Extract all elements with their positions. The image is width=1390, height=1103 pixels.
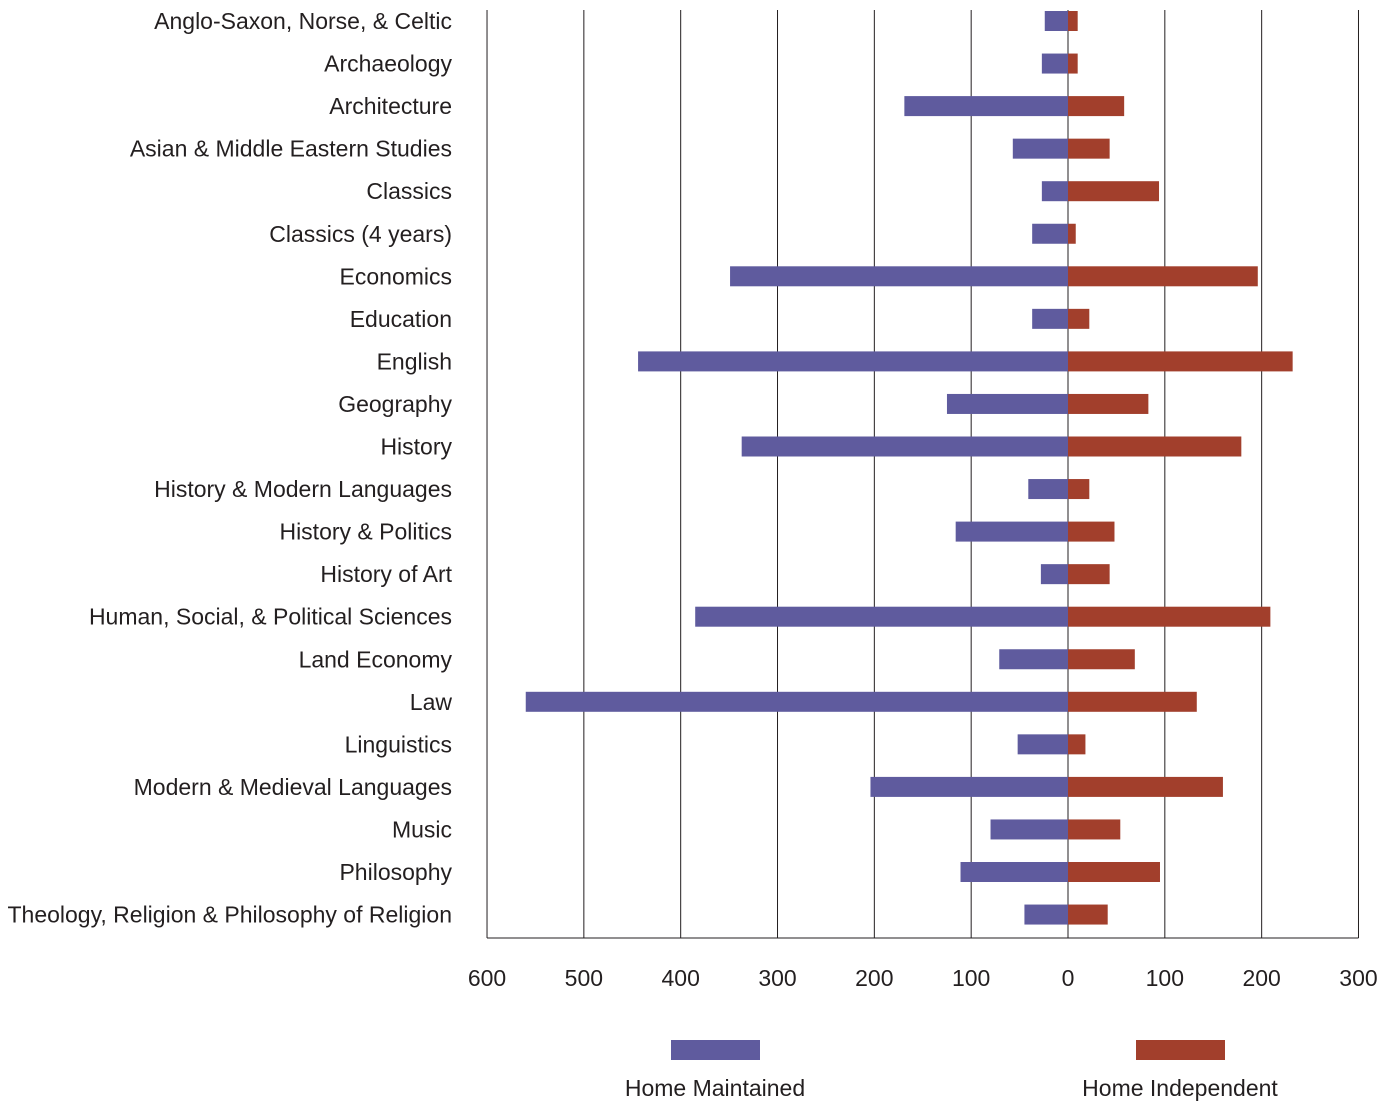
category-label-asian-middle-eastern-studies: Asian & Middle Eastern Studies [130,136,452,162]
bar-home-maintained-history [741,436,1068,457]
bar-home-maintained-classics [1041,181,1068,202]
category-label-english: English [377,348,452,374]
category-label-economics: Economics [340,263,452,289]
category-label-law: Law [410,689,453,715]
bar-home-maintained-history-politics [955,521,1068,542]
bar-home-independent-english [1068,351,1293,372]
bar-home-maintained-modern-medieval-languages [870,776,1068,797]
bar-home-maintained-anglo-saxon-norse-celtic [1044,11,1068,31]
category-label-human-social-political-sciences: Human, Social, & Political Sciences [89,604,452,630]
bar-home-maintained-economics [730,266,1068,287]
category-label-history-of-art: History of Art [320,561,452,587]
legend-swatch-home-independent [1136,1040,1225,1060]
category-label-theology-religion-philosophy-of-religion: Theology, Religion & Philosophy of Relig… [7,902,452,928]
bar-home-independent-classics-4-years [1068,223,1076,244]
bar-home-maintained-law [525,691,1068,712]
bar-home-independent-linguistics [1068,734,1086,755]
category-label-archaeology: Archaeology [324,51,452,77]
bar-home-independent-geography [1068,393,1149,414]
bar-home-independent-archaeology [1068,53,1078,74]
bar-home-independent-architecture [1068,96,1125,117]
x-tick-label: 600 [468,965,506,991]
bar-home-independent-history-modern-languages [1068,479,1090,500]
bar-home-maintained-architecture [904,96,1068,117]
x-axis: 600 500 400 300 200 100 0 100 200 300 [468,965,1378,991]
category-label-architecture: Architecture [329,93,452,119]
category-label-education: Education [350,306,452,332]
category-label-history: History [380,434,452,460]
bar-home-independent-modern-medieval-languages [1068,776,1223,797]
bar-home-independent-economics [1068,266,1258,287]
bar-home-maintained-land-economy [999,649,1068,670]
category-label-philosophy: Philosophy [339,859,452,885]
category-label-land-economy: Land Economy [299,646,453,672]
x-tick-label: 300 [1339,965,1377,991]
bar-home-independent-history-politics [1068,521,1115,542]
x-tick-label: 300 [758,965,796,991]
category-label-modern-medieval-languages: Modern & Medieval Languages [134,774,452,800]
bar-home-independent-law [1068,691,1197,712]
bar-home-maintained-english [638,351,1068,372]
x-tick-label: 200 [1242,965,1280,991]
bar-home-maintained-archaeology [1041,53,1068,74]
bar-home-maintained-education [1032,308,1068,329]
bar-home-maintained-geography [946,393,1068,414]
legend: Home Maintained Home Independent [625,1040,1278,1101]
x-tick-label: 200 [855,965,893,991]
x-tick-label: 100 [952,965,990,991]
category-label-linguistics: Linguistics [345,731,452,757]
bar-home-independent-music [1068,819,1121,840]
bar-home-maintained-linguistics [1017,734,1068,755]
bar-home-maintained-music [990,819,1068,840]
x-tick-label: 500 [565,965,603,991]
bar-home-independent-history-of-art [1068,564,1110,585]
bar-home-maintained-philosophy [960,862,1068,882]
bar-home-independent-human-social-political-sciences [1068,606,1271,627]
category-label-classics-4-years: Classics (4 years) [269,221,452,247]
legend-label-home-independent: Home Independent [1082,1075,1278,1101]
category-label-anglo-saxon-norse-celtic: Anglo-Saxon, Norse, & Celtic [154,8,452,34]
bar-home-maintained-history-of-art [1040,564,1068,585]
category-label-history-politics: History & Politics [279,519,452,545]
x-tick-label: 0 [1062,965,1075,991]
bar-home-independent-theology-religion-philosophy-of-religion [1068,904,1108,925]
bar-home-maintained-human-social-political-sciences [695,606,1068,627]
bar-home-independent-classics [1068,181,1160,202]
bar-home-maintained-history-modern-languages [1028,479,1068,500]
bar-home-independent-asian-middle-eastern-studies [1068,138,1110,159]
category-label-geography: Geography [338,391,452,417]
bar-home-independent-history [1068,436,1242,457]
bar-home-independent-philosophy [1068,862,1160,882]
category-label-classics: Classics [366,178,452,204]
bar-home-maintained-theology-religion-philosophy-of-religion [1024,904,1068,925]
x-tick-label: 400 [661,965,699,991]
x-tick-label: 100 [1146,965,1184,991]
bars [525,11,1293,925]
legend-label-home-maintained: Home Maintained [625,1075,805,1101]
bar-home-independent-anglo-saxon-norse-celtic [1068,11,1078,31]
bar-home-maintained-asian-middle-eastern-studies [1012,138,1068,159]
gridlines [486,10,1359,939]
legend-swatch-home-maintained [671,1040,760,1060]
bar-home-independent-education [1068,308,1090,329]
category-labels: Anglo-Saxon, Norse, & Celtic Archaeology A… [7,8,452,928]
category-label-music: Music [392,816,452,842]
bar-home-maintained-classics-4-years [1032,223,1068,244]
category-label-history-modern-languages: History & Modern Languages [154,476,452,502]
bar-home-independent-land-economy [1068,649,1135,670]
